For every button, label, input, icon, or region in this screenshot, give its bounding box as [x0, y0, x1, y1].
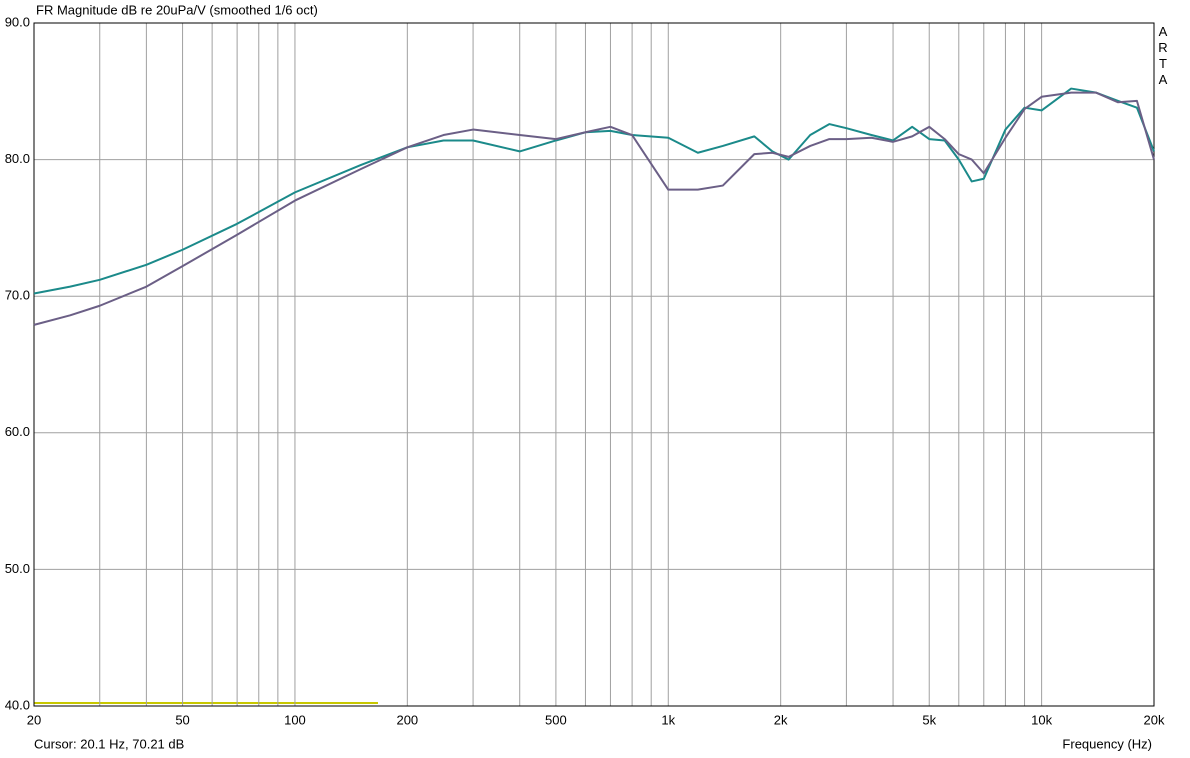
- series-line: [33, 91, 1155, 326]
- x-tick-label: 5k: [922, 712, 936, 727]
- x-tick-label: 10k: [1031, 712, 1052, 727]
- x-tick-label: 1k: [661, 712, 675, 727]
- x-tick-label: 200: [396, 712, 418, 727]
- y-tick-label: 90.0: [5, 14, 30, 29]
- x-tick-label: 500: [545, 712, 567, 727]
- plot-frame: [33, 22, 1155, 707]
- x-tick-label: 20: [27, 712, 41, 727]
- series-line: [33, 87, 1155, 295]
- watermark: ARTA: [1158, 24, 1168, 87]
- x-tick-label: 100: [284, 712, 306, 727]
- y-tick-label: 60.0: [5, 424, 30, 439]
- chart-title: FR Magnitude dB re 20uPa/V (smoothed 1/6…: [36, 2, 318, 17]
- y-tick-label: 80.0: [5, 151, 30, 166]
- x-tick-label: 50: [175, 712, 189, 727]
- y-tick-label: 50.0: [5, 561, 30, 576]
- x-axis-label: Frequency (Hz): [1062, 736, 1152, 751]
- y-tick-label: 40.0: [5, 697, 30, 712]
- x-tick-label: 2k: [774, 712, 788, 727]
- cursor-readout: Cursor: 20.1 Hz, 70.21 dB: [34, 736, 184, 751]
- y-tick-label: 70.0: [5, 288, 30, 303]
- x-tick-label: 20k: [1144, 712, 1165, 727]
